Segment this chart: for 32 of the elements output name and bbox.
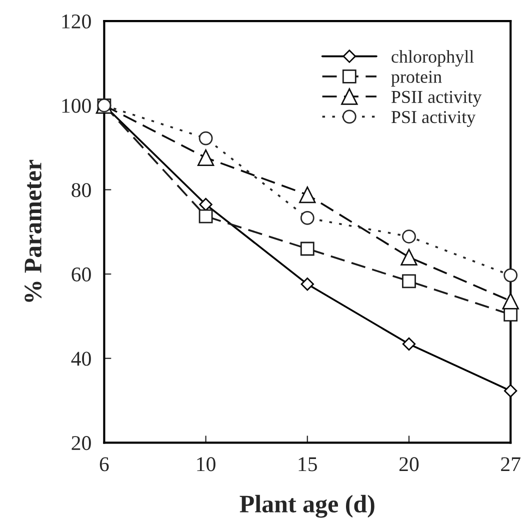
y-tick-label: 100 [62,98,91,113]
y-axis-title: % Parameter [24,160,42,302]
point [504,384,518,398]
point [400,248,418,266]
legend-label: PSI activity [391,111,476,127]
legend-label: chlorophyll [392,50,474,67]
point [504,268,518,282]
point [502,292,519,310]
point [197,149,214,166]
point [402,337,416,351]
point [300,278,314,291]
y-tick-label: 20 [72,436,91,450]
legend-label: PSII activity [391,90,482,107]
point [300,242,314,256]
y-tick-label: 120 [62,14,91,29]
y-tick-label: 60 [72,267,91,282]
point [402,274,416,288]
point [198,209,213,224]
x-tick-label: 20 [399,457,419,472]
y-tick-label: 40 [71,352,91,366]
x-tick-label: 15 [298,457,317,472]
x-tick-label: 6 [100,457,109,472]
point [198,131,213,146]
point [199,198,212,212]
legend-label: protein [391,70,442,87]
x-axis-title: Plant age (d) [240,494,374,518]
point [300,211,314,225]
x-tick-label: 10 [197,457,216,472]
x-tick-label: 27 [501,457,520,472]
point [402,230,416,244]
point [299,186,316,204]
y-tick-label: 80 [72,183,91,198]
